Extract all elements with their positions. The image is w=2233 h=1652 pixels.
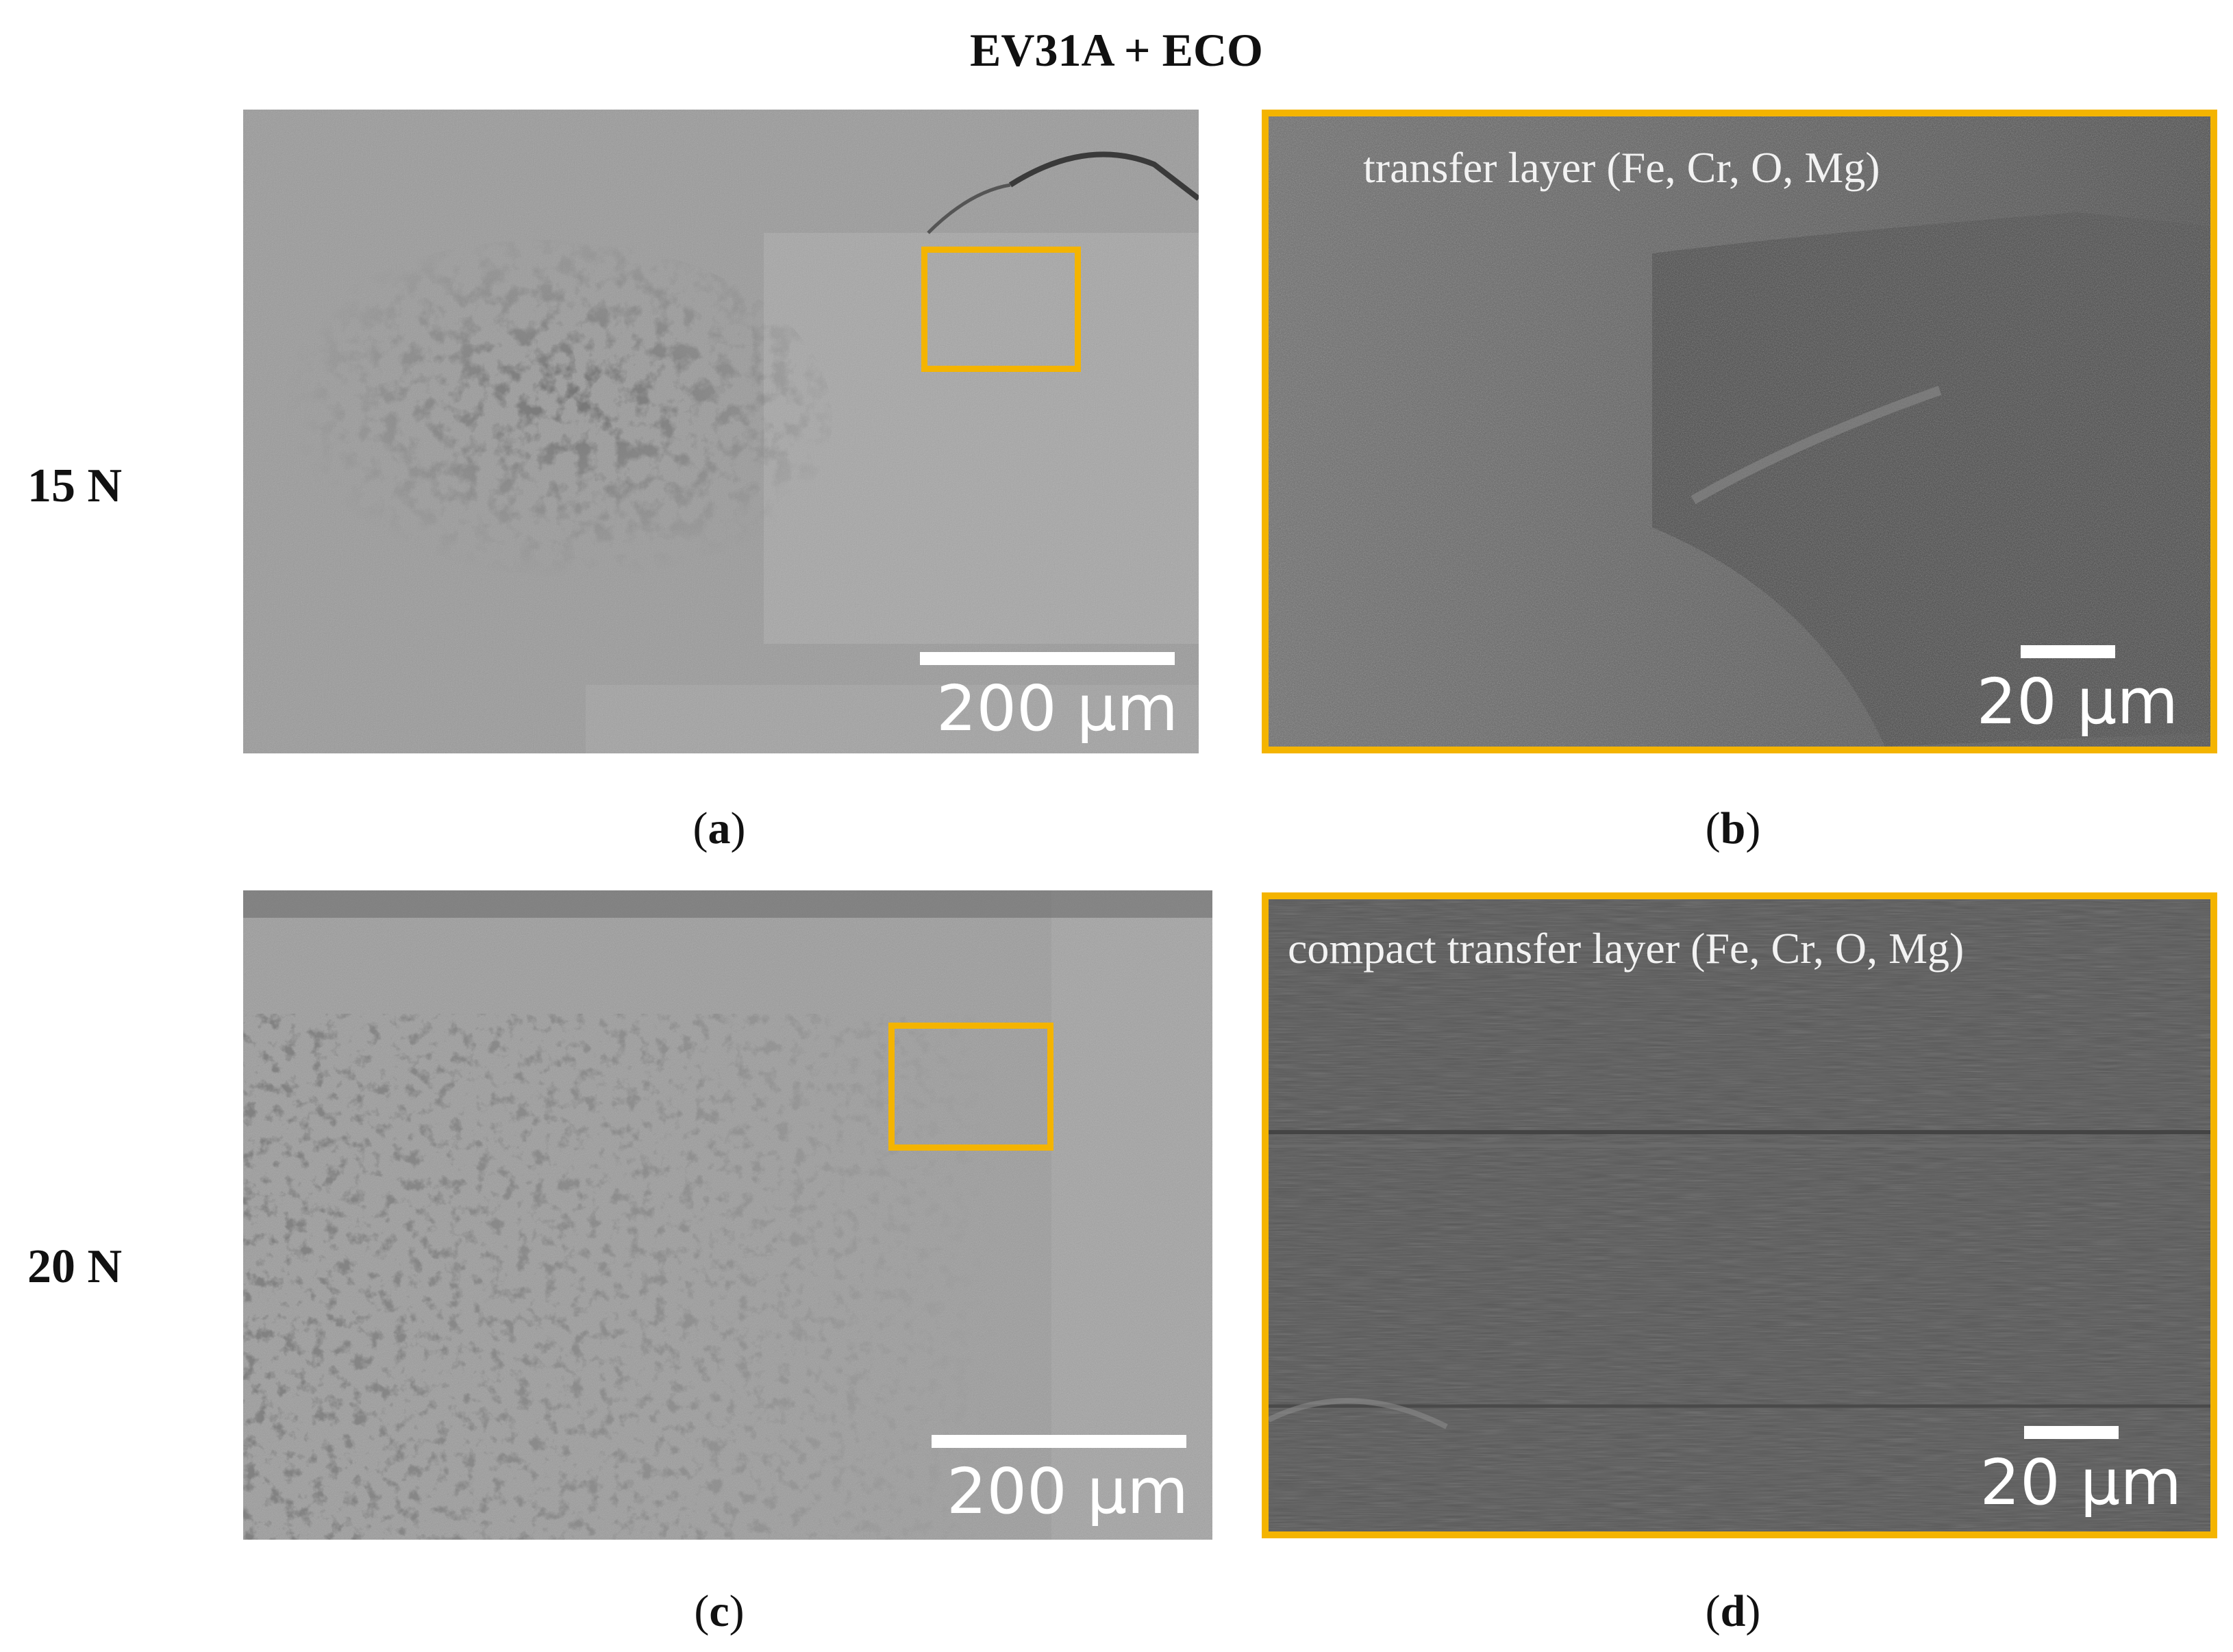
roi-box-a [921,247,1081,372]
sem-image-c [243,890,1212,1540]
row-label-20n: 20 N [27,1240,123,1293]
sem-image-d [1262,892,2217,1538]
panel-caption-d: (d) [1705,1586,1761,1636]
scale-label-a: 200 µm [936,672,1178,745]
annotation-d: compact transfer layer (Fe, Cr, O, Mg) [1288,924,1964,973]
scale-bar-b [2021,645,2115,658]
sem-image-a [243,110,1199,753]
scale-label-c: 200 µm [947,1455,1188,1528]
sem-image-b [1262,110,2217,753]
scale-label-d: 20 µm [1980,1446,2182,1519]
panel-caption-c: (c) [694,1586,745,1636]
scale-label-b: 20 µm [1976,665,2178,738]
scale-bar-c [932,1435,1186,1448]
scale-bar-d [2024,1426,2119,1439]
row-label-15n: 15 N [27,460,123,512]
scale-bar-a [920,652,1175,665]
panel-caption-b: (b) [1705,803,1761,853]
roi-box-c [888,1023,1053,1151]
panel-caption-a: (a) [693,803,746,853]
figure-title: EV31A + ECO [970,24,1263,76]
annotation-b: transfer layer (Fe, Cr, O, Mg) [1363,143,1880,192]
